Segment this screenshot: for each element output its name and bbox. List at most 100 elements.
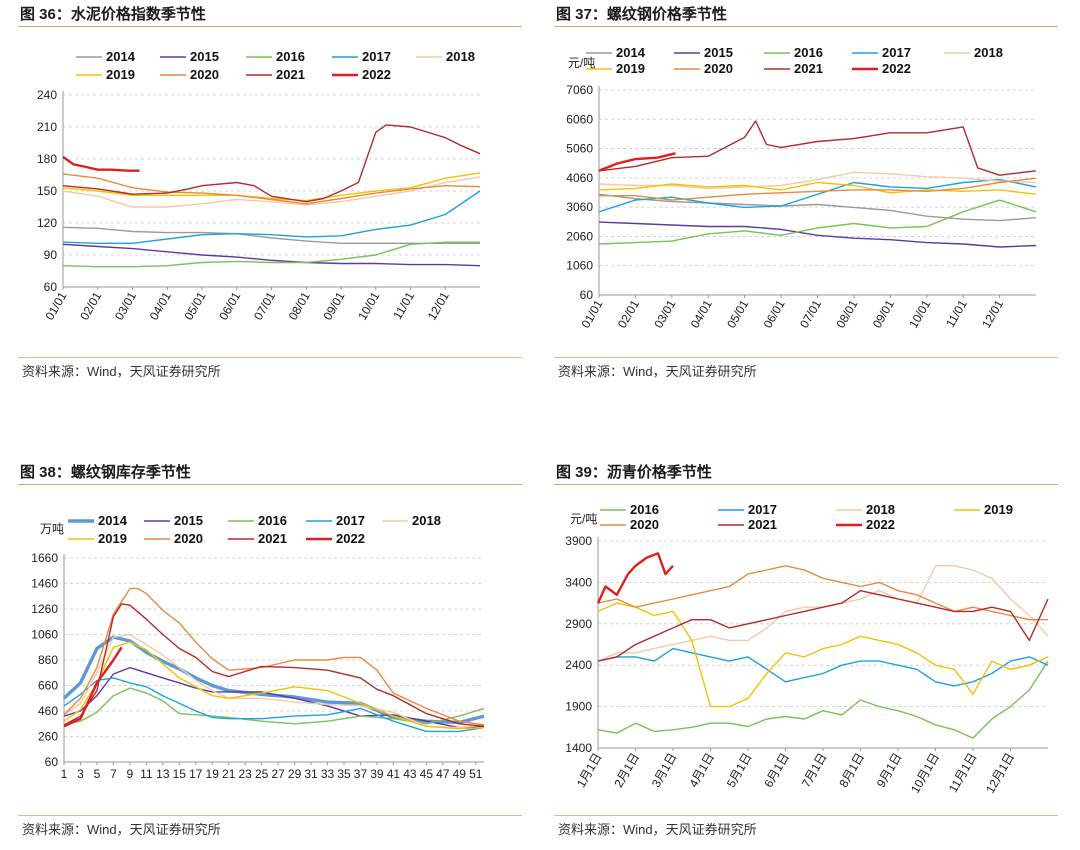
y-tick-label: 240	[37, 88, 57, 102]
series-line-2018	[598, 171, 1037, 190]
x-tick-label: 01/01	[42, 289, 69, 322]
title-divider	[554, 26, 1058, 27]
x-tick-label: 9	[127, 767, 134, 781]
legend-label-2022: 2022	[362, 67, 391, 82]
x-tick-label: 03/01	[112, 289, 139, 322]
title-divider	[18, 26, 522, 27]
y-tick-label: 2900	[565, 617, 592, 631]
series-line-2014	[62, 226, 480, 245]
chart-area: 万吨 1660 1460 1260 1060 860 660 460 260 60 1 3 5 7 9 11 1…	[18, 485, 522, 815]
x-tick-label: 8月1日	[836, 751, 867, 790]
series-line-2021	[598, 120, 1037, 176]
x-tick-label: 47	[436, 767, 450, 781]
chart-title: 图 37：螺纹钢价格季节性	[556, 6, 727, 23]
x-tick-label: 6月1日	[761, 751, 792, 790]
x-tick-label: 13	[156, 767, 170, 781]
x-tick-label: 11月1日	[946, 751, 980, 795]
x-tick-label: 03/01	[651, 297, 678, 330]
x-tick-label: 25	[255, 767, 269, 781]
x-tick-label: 06/01	[216, 289, 243, 322]
series-line-2017	[597, 647, 1049, 687]
x-tick-label: 3	[77, 767, 84, 781]
series-line-2018	[63, 633, 485, 729]
y-tick-label: 3900	[565, 534, 592, 548]
y-tick-label: 210	[37, 120, 57, 134]
legend-label-2014: 2014	[616, 45, 646, 60]
y-tick-label: 60	[580, 288, 594, 302]
y-tick-label: 60	[45, 755, 59, 769]
y-axis-unit-label: 万吨	[40, 522, 64, 536]
legend-label-2015: 2015	[190, 49, 219, 64]
series-line-2019	[62, 172, 481, 202]
legend-label-2015: 2015	[174, 513, 203, 528]
source-note: 资料来源：Wind，天风证券研究所	[22, 364, 221, 379]
y-tick-label: 180	[37, 152, 57, 166]
y-tick-label: 5060	[566, 142, 593, 156]
x-tick-label: 11/01	[390, 289, 417, 322]
series-line-2016	[598, 199, 1037, 245]
series-line-2019	[63, 641, 485, 730]
x-tick-label: 37	[354, 767, 368, 781]
source-divider	[554, 815, 1058, 816]
x-tick-label: 07/01	[797, 297, 824, 330]
series-line-2015	[62, 243, 481, 267]
y-tick-label: 90	[44, 248, 58, 262]
x-tick-label: 15	[173, 767, 187, 781]
source-divider	[18, 357, 522, 358]
series-line-2018	[62, 176, 481, 208]
x-tick-label: 09/01	[320, 289, 347, 322]
y-tick-label: 1060	[566, 259, 593, 273]
y-tick-label: 1400	[565, 741, 592, 755]
title-divider	[554, 484, 1058, 485]
legend-label-2019: 2019	[984, 502, 1013, 517]
x-tick-label: 04/01	[147, 289, 174, 322]
title-divider	[18, 484, 522, 485]
legend-label-2016: 2016	[276, 49, 305, 64]
legend-label-2019: 2019	[106, 67, 135, 82]
series-line-2015	[598, 221, 1037, 248]
y-axis-unit-label: 元/吨	[568, 56, 595, 70]
x-tick-label: 09/01	[870, 297, 897, 330]
y-tick-label: 260	[38, 730, 58, 744]
y-axis-unit-label: 元/吨	[570, 512, 597, 526]
y-tick-label: 120	[37, 216, 57, 230]
legend-label-2016: 2016	[630, 502, 659, 517]
legend-label-2021: 2021	[276, 67, 305, 82]
x-tick-label: 12/01	[979, 297, 1006, 330]
x-tick-label: 31	[304, 767, 318, 781]
y-tick-label: 3060	[566, 200, 593, 214]
x-tick-label: 06/01	[761, 297, 788, 330]
x-tick-label: 49	[453, 767, 467, 781]
series-line-2022	[62, 155, 140, 172]
x-tick-label: 12/01	[425, 289, 452, 322]
x-tick-label: 43	[403, 767, 417, 781]
x-tick-label: 4月1日	[686, 751, 717, 790]
legend-label-2021: 2021	[258, 531, 287, 546]
series-line-2020	[597, 565, 1048, 621]
series-line-2014	[62, 635, 485, 725]
x-tick-label: 05/01	[181, 289, 208, 322]
x-tick-label: 1	[61, 767, 68, 781]
series-line-2017	[62, 190, 481, 245]
x-tick-label: 08/01	[833, 297, 860, 330]
x-tick-label: 21	[222, 767, 236, 781]
legend-label-2017: 2017	[362, 49, 391, 64]
legend-label-2017: 2017	[882, 45, 911, 60]
x-tick-label: 02/01	[77, 289, 104, 322]
y-tick-label: 860	[38, 653, 58, 667]
legend-label-2018: 2018	[412, 513, 441, 528]
x-tick-label: 27	[271, 767, 285, 781]
x-tick-label: 08/01	[286, 289, 313, 322]
x-tick-label: 10/01	[906, 297, 933, 330]
chart-panel-rebar-price: 图 37：螺纹钢价格季节性 元/吨 7060 6060 5060 4060 3060 206…	[554, 4, 1058, 386]
y-tick-label: 7060	[566, 83, 593, 97]
source-note: 资料来源：Wind，天风证券研究所	[558, 364, 757, 379]
x-tick-label: 7月1日	[799, 751, 830, 790]
source-divider	[18, 815, 522, 816]
x-tick-label: 12月1日	[983, 751, 1017, 796]
legend-label-2022: 2022	[882, 61, 911, 76]
legend-label-2020: 2020	[190, 67, 219, 82]
series-line-2017	[63, 677, 485, 733]
legend-label-2017: 2017	[336, 513, 365, 528]
